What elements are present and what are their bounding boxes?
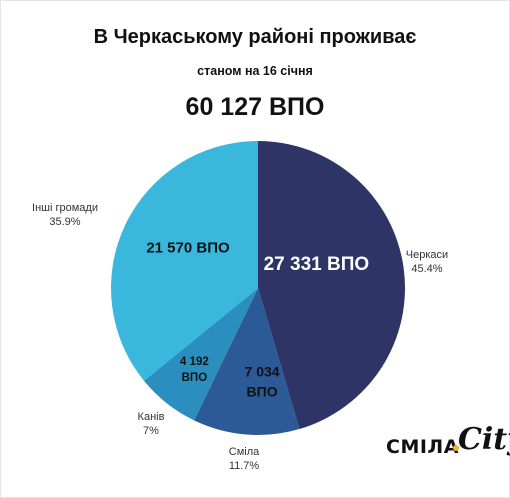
- pie-slice-cherkasy: [258, 141, 405, 430]
- slice-name-kaniv: Канів: [137, 411, 165, 423]
- total-label: 60 127 ВПО: [185, 93, 325, 121]
- slice-percent-cherkasy: 45.4%: [411, 263, 443, 275]
- slice-label-kaniv: Канів 7%: [128, 410, 174, 438]
- slice-label-other: Інші громади 35.9%: [20, 201, 110, 229]
- logo-dot: [453, 445, 459, 451]
- pie-slice-other: [111, 141, 259, 381]
- chart-subtitle: станом на 16 січня: [197, 64, 313, 78]
- logo-text: СМІЛА: [386, 436, 459, 458]
- slice-percent-smila: 11.7%: [228, 460, 260, 472]
- pie-value-label-smila: 7 034 ВПО: [245, 364, 280, 400]
- chart-title: В Черкаському районі проживає: [93, 26, 417, 48]
- slice-label-smila: Сміла 11.7%: [218, 445, 270, 473]
- pie-slice-smila: [194, 288, 300, 436]
- slice-percent-other: 35.9%: [49, 216, 81, 228]
- slice-name-other: Інші громади: [32, 202, 98, 214]
- slice-percent-kaniv: 7%: [143, 425, 159, 437]
- pie-slices: [111, 141, 405, 436]
- pie-slice-kaniv: [143, 288, 258, 421]
- slice-name-cherkasy: Черкаси: [405, 249, 449, 261]
- slice-name-smila: Сміла: [228, 446, 260, 458]
- logo-script: City: [458, 422, 510, 457]
- slice-label-cherkasy: Черкаси 45.4%: [404, 248, 450, 276]
- smila-city-logo: СМІЛА City: [386, 422, 510, 472]
- pie-value-label-kaniv: 4 192 ВПО: [180, 356, 209, 384]
- pie-value-labels: 27 331 ВПО 7 034 ВПО 4 192 ВПО 21 570 ВПО: [146, 239, 369, 399]
- pie-value-label-other: 21 570 ВПО: [146, 239, 230, 256]
- pie-value-label-cherkasy: 27 331 ВПО: [264, 254, 370, 275]
